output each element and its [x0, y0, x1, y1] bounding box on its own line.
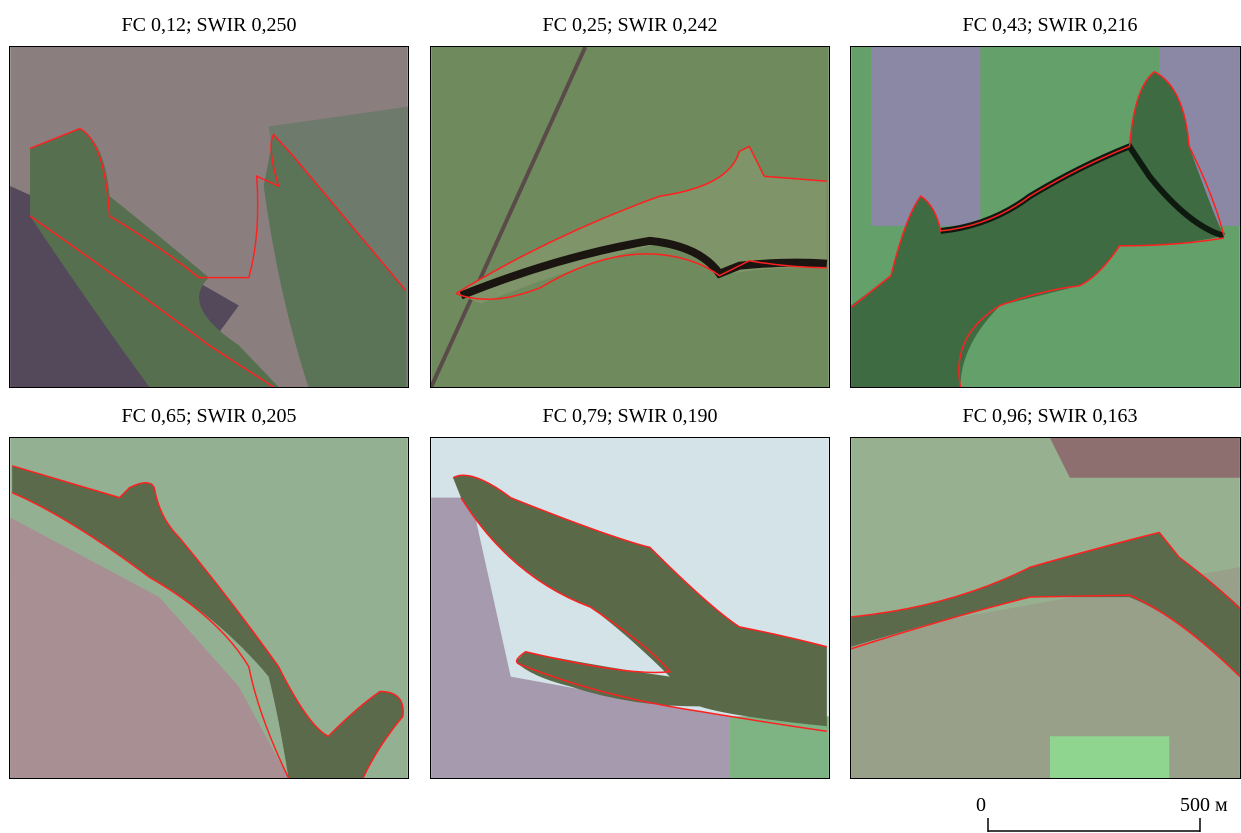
scale-end-label: 500 м	[1180, 794, 1228, 817]
satellite-image	[850, 437, 1241, 779]
panel-title: FC 0,79; SWIR 0,190	[430, 405, 830, 428]
satellite-image	[9, 46, 409, 388]
satellite-image	[430, 437, 830, 779]
panel-title: FC 0,96; SWIR 0,163	[850, 405, 1241, 428]
satellite-image	[430, 46, 830, 388]
figure: FC 0,12; SWIR 0,250 FC 0,25; SWIR 0,242 …	[0, 0, 1241, 833]
panel-title: FC 0,25; SWIR 0,242	[430, 14, 830, 37]
scale-bar	[980, 818, 1210, 833]
panel-title: FC 0,65; SWIR 0,205	[9, 405, 409, 428]
panel-title: FC 0,12; SWIR 0,250	[9, 14, 409, 37]
satellite-image	[850, 46, 1241, 388]
panel-title: FC 0,43; SWIR 0,216	[850, 14, 1241, 37]
scale-start-label: 0	[976, 794, 986, 817]
satellite-image	[9, 437, 409, 779]
